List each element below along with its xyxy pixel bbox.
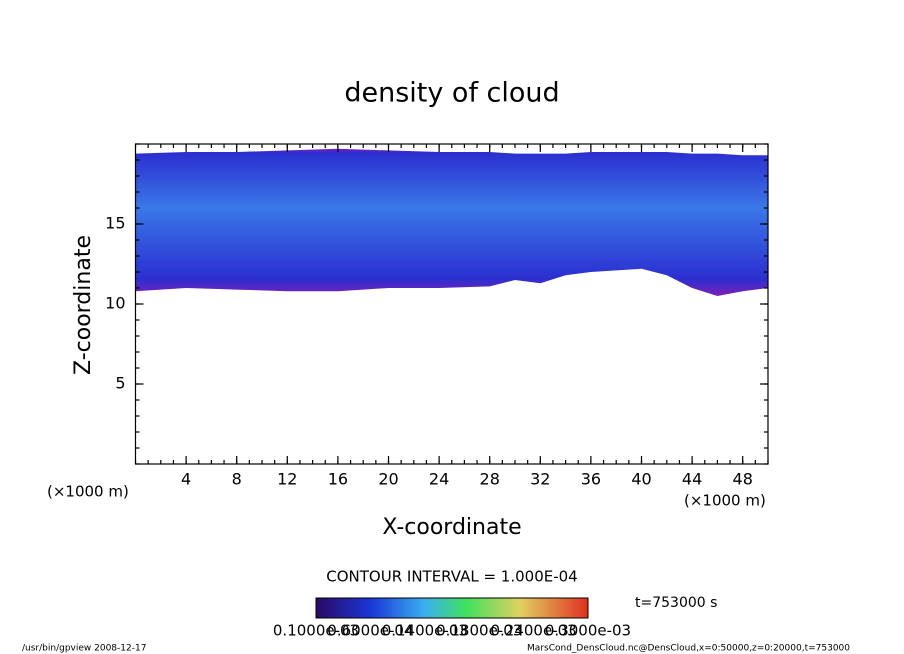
colorbar-label: 0.2400e-03 bbox=[490, 622, 576, 640]
x-tick-label: 28 bbox=[480, 470, 500, 489]
x-unit: (×1000 m) bbox=[684, 492, 766, 510]
y-axis-label: Z-coordinate bbox=[71, 235, 96, 375]
time-label: t=753000 s bbox=[635, 595, 717, 611]
colorbar-label: 0.1800e-03 bbox=[436, 622, 522, 640]
y-tick-label: 5 bbox=[115, 374, 125, 393]
colorbar-label: 0.1400e-03 bbox=[382, 622, 468, 640]
colorbar-label: 0.6000e-04 bbox=[327, 622, 413, 640]
x-tick-label: 32 bbox=[530, 470, 550, 489]
x-tick-label: 48 bbox=[733, 470, 753, 489]
x-axis-label: X-coordinate bbox=[382, 515, 521, 540]
x-tick-label: 16 bbox=[328, 470, 348, 489]
cloud-band bbox=[135, 148, 768, 296]
x-tick-label: 36 bbox=[581, 470, 601, 489]
y-tick-label: 15 bbox=[105, 214, 125, 233]
colorbar bbox=[315, 597, 589, 619]
y-unit: (×1000 m) bbox=[47, 483, 129, 501]
x-tick-label: 8 bbox=[232, 470, 242, 489]
x-tick-label: 20 bbox=[378, 470, 398, 489]
x-tick-label: 12 bbox=[277, 470, 297, 489]
x-tick-label: 44 bbox=[682, 470, 702, 489]
colorbar-label: 0.3000e-03 bbox=[545, 622, 631, 640]
colorbar-label: 0.1000e-03 bbox=[273, 622, 359, 640]
chart-title: density of cloud bbox=[344, 78, 559, 109]
footer-right: MarsCond_DensCloud.nc@DensCloud,x=0:5000… bbox=[527, 644, 850, 654]
y-tick-label: 10 bbox=[105, 294, 125, 313]
x-tick-label: 40 bbox=[631, 470, 651, 489]
x-tick-label: 24 bbox=[429, 470, 449, 489]
footer-left: /usr/bin/gpview 2008-12-17 bbox=[22, 644, 146, 654]
contour-interval: CONTOUR INTERVAL = 1.000E-04 bbox=[326, 568, 577, 586]
x-tick-label: 4 bbox=[181, 470, 191, 489]
